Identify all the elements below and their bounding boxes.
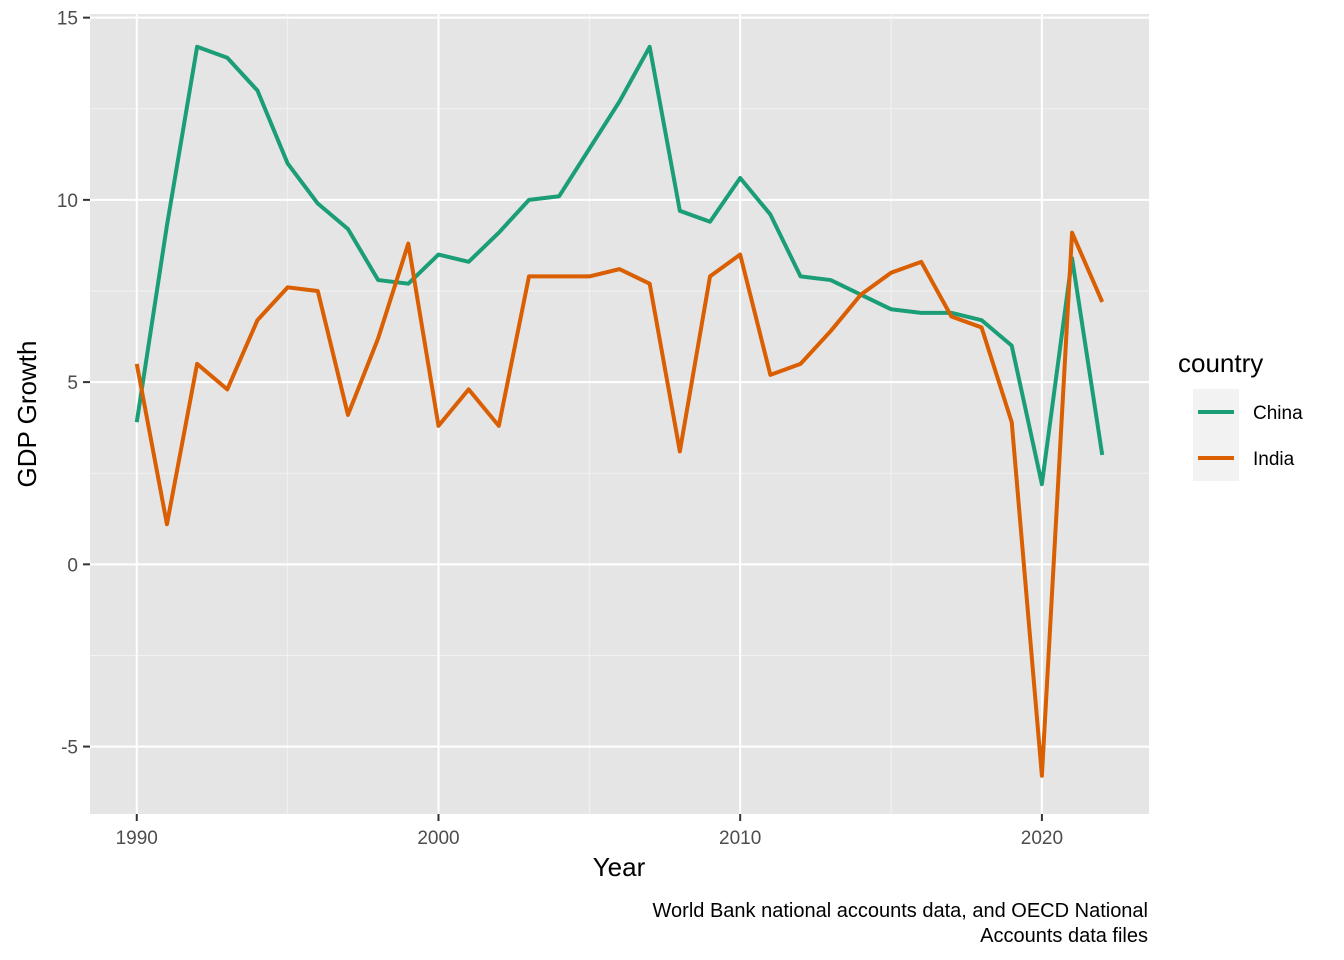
caption-line-2: Accounts data files bbox=[980, 925, 1148, 947]
series-line-india bbox=[134, 230, 1105, 778]
y-tick-label: -5 bbox=[61, 738, 78, 759]
x-tick-label: 1990 bbox=[116, 828, 158, 849]
x-tick-label: 2020 bbox=[1021, 828, 1063, 849]
y-tick-label: 10 bbox=[57, 191, 78, 212]
legend-label-china: China bbox=[1253, 403, 1303, 424]
series-line-china bbox=[134, 44, 1105, 487]
y-axis-title: GDP Growth bbox=[12, 341, 42, 488]
legend-title: country bbox=[1178, 348, 1263, 378]
y-tick-label: 5 bbox=[67, 373, 78, 394]
y-axis: -5 0 5 10 15 bbox=[57, 9, 90, 759]
x-tick-label: 2000 bbox=[417, 828, 459, 849]
x-tick-label: 2010 bbox=[719, 828, 761, 849]
caption-line-1: World Bank national accounts data, and O… bbox=[653, 900, 1148, 922]
y-tick-label: 15 bbox=[57, 9, 78, 30]
x-axis: 1990 2000 2010 2020 bbox=[116, 814, 1063, 849]
legend-items: China India bbox=[1193, 389, 1303, 481]
x-axis-title: Year bbox=[593, 852, 646, 882]
y-tick-label: 0 bbox=[67, 555, 78, 576]
major-gridlines bbox=[90, 14, 1149, 814]
legend-label-india: India bbox=[1253, 449, 1295, 470]
panel-background bbox=[90, 14, 1149, 814]
legend: country China India bbox=[1178, 348, 1303, 481]
series-lines bbox=[134, 44, 1105, 778]
